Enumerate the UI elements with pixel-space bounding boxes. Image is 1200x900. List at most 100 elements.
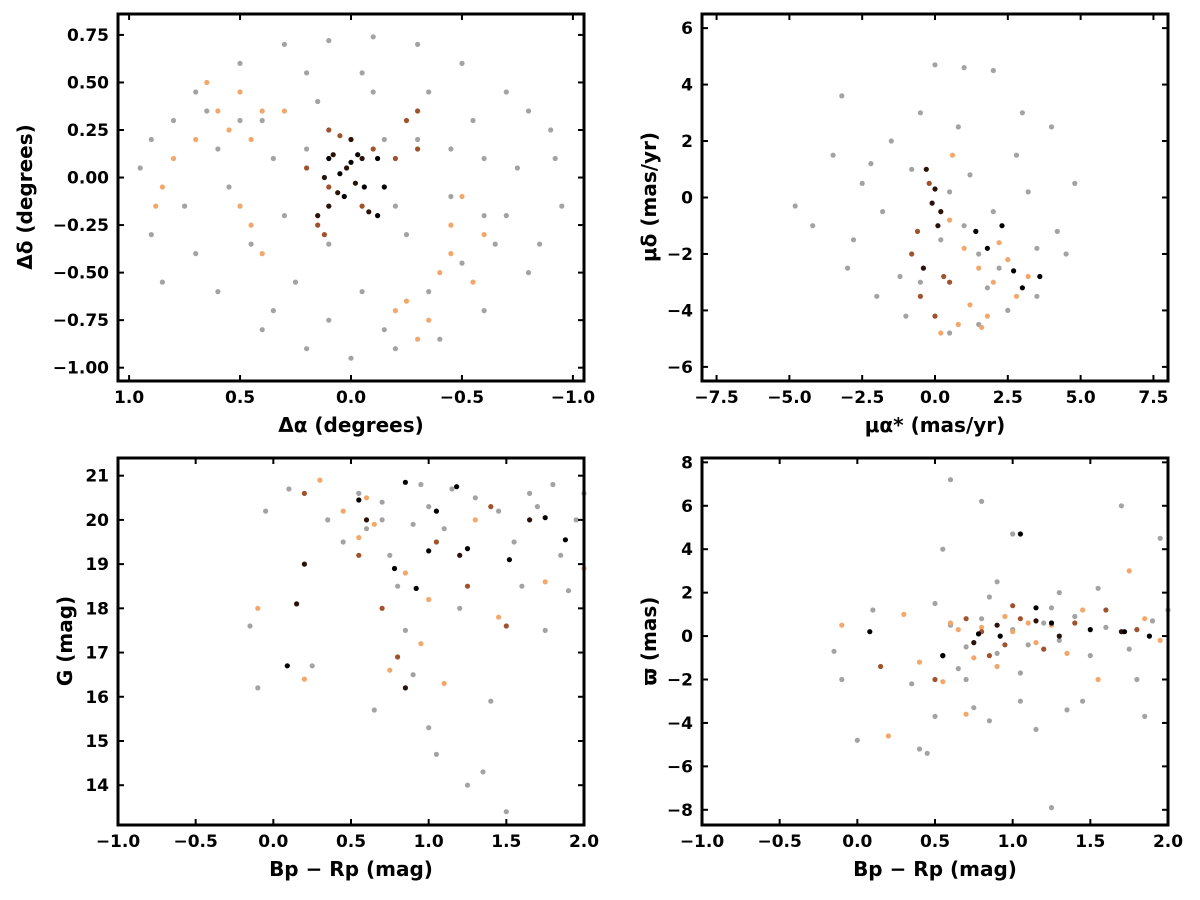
sky-point <box>392 203 398 209</box>
plx-point <box>1048 805 1055 811</box>
pm-series <box>938 152 1031 336</box>
panel-sky: Δα (degrees) Δδ (degrees) 1.0 0.5 0.0 −0.5 −… <box>13 12 596 437</box>
plx-point <box>971 655 977 661</box>
cmd-point <box>464 583 471 589</box>
plx-point <box>1033 605 1039 611</box>
pm-point <box>996 265 1002 271</box>
plx-xlabel: Bp − Rp (mag) <box>853 857 1017 881</box>
cmd-point <box>255 605 261 611</box>
plx-point <box>986 653 993 659</box>
plx-point <box>971 705 977 711</box>
plx-ytick-label: −2 <box>667 671 693 691</box>
pm-ytick-label: 4 <box>681 76 693 96</box>
sky-series <box>153 79 487 342</box>
pm-point <box>909 251 915 257</box>
plx-point <box>975 631 982 637</box>
pm-point <box>845 265 851 271</box>
cmd-point <box>325 517 331 523</box>
pm-point <box>1005 307 1011 313</box>
sky-point <box>481 308 487 314</box>
sky-ytick-label: −1.00 <box>53 359 109 379</box>
plx-point <box>1064 650 1070 657</box>
cmd-point <box>413 585 419 592</box>
pm-point <box>880 209 886 215</box>
cmd-point <box>558 552 564 558</box>
cmd-point <box>418 641 424 647</box>
pm-point <box>990 67 996 74</box>
plx-points <box>831 477 1171 811</box>
sky-point <box>359 289 365 295</box>
plx-series <box>831 477 1171 811</box>
sky-point <box>315 222 321 228</box>
plx-frame <box>700 456 1170 827</box>
pm-point <box>1025 189 1031 195</box>
sky-point <box>248 222 254 228</box>
plx-point <box>997 633 1003 639</box>
sky-point <box>403 117 410 124</box>
sky-point <box>326 184 332 190</box>
cmd-point <box>402 570 408 576</box>
pm-points <box>792 62 1078 336</box>
plx-point <box>867 629 873 635</box>
cmd-point <box>503 809 509 815</box>
sky-point <box>337 133 343 139</box>
plx-point <box>1048 620 1055 626</box>
cmd-point <box>433 508 439 514</box>
cmd-point <box>457 552 463 558</box>
pm-xtick-label: 7.5 <box>1138 388 1168 408</box>
plx-point <box>1056 637 1062 644</box>
pm-point <box>973 228 979 234</box>
sky-point <box>193 251 199 257</box>
plx-point <box>986 594 993 600</box>
pm-point <box>938 209 944 215</box>
plx-point <box>831 648 837 654</box>
plx-ytick-label: 8 <box>681 453 693 473</box>
plx-point <box>971 640 977 646</box>
sky-point <box>292 279 299 285</box>
plx-point <box>979 616 985 622</box>
sky-ytick-label: −0.75 <box>53 311 109 331</box>
pm-xtick-label: 0.0 <box>920 388 950 408</box>
pm-ytick-label: −4 <box>667 301 693 321</box>
sky-point <box>304 346 310 352</box>
sky-point <box>448 146 454 152</box>
plx-point <box>932 713 938 720</box>
pm-point <box>888 138 894 144</box>
cmd-point <box>391 565 398 572</box>
cmd-ylabel: G (mag) <box>53 596 77 686</box>
pm-point <box>955 124 961 130</box>
cmd-point <box>371 707 377 713</box>
plx-point <box>878 663 884 670</box>
sky-point <box>481 213 487 219</box>
plx-point <box>1142 616 1148 622</box>
sky-point <box>344 165 350 171</box>
pm-ylabel: μδ (mas/yr) <box>637 132 661 262</box>
sky-point <box>437 336 443 342</box>
plx-point <box>963 676 969 683</box>
plx-point <box>1103 607 1109 613</box>
plx-ytick-label: −6 <box>667 757 693 777</box>
pm-series <box>792 62 1078 336</box>
cmd-point <box>542 579 548 585</box>
cmd-point <box>433 751 439 757</box>
cmd-point <box>506 557 512 563</box>
sky-xtick-label: 0.5 <box>225 388 255 408</box>
plx-point <box>994 579 1000 585</box>
sky-point <box>182 203 188 209</box>
plx-point <box>1056 590 1062 596</box>
sky-point <box>492 241 498 247</box>
plx-point <box>979 498 985 504</box>
sky-point <box>321 174 327 181</box>
pm-point <box>897 273 903 280</box>
plx-point <box>1142 713 1148 720</box>
cmd-point <box>317 477 323 483</box>
sky-point <box>370 146 376 152</box>
cmd-point <box>454 484 460 490</box>
sky-xtick-label: −1.0 <box>551 388 596 408</box>
cmd-xtick-label: 0.5 <box>336 832 366 852</box>
sky-point <box>459 193 465 200</box>
pm-point <box>932 62 938 68</box>
pm-point <box>1019 285 1025 291</box>
sky-point <box>448 251 454 257</box>
cmd-point <box>519 583 525 589</box>
